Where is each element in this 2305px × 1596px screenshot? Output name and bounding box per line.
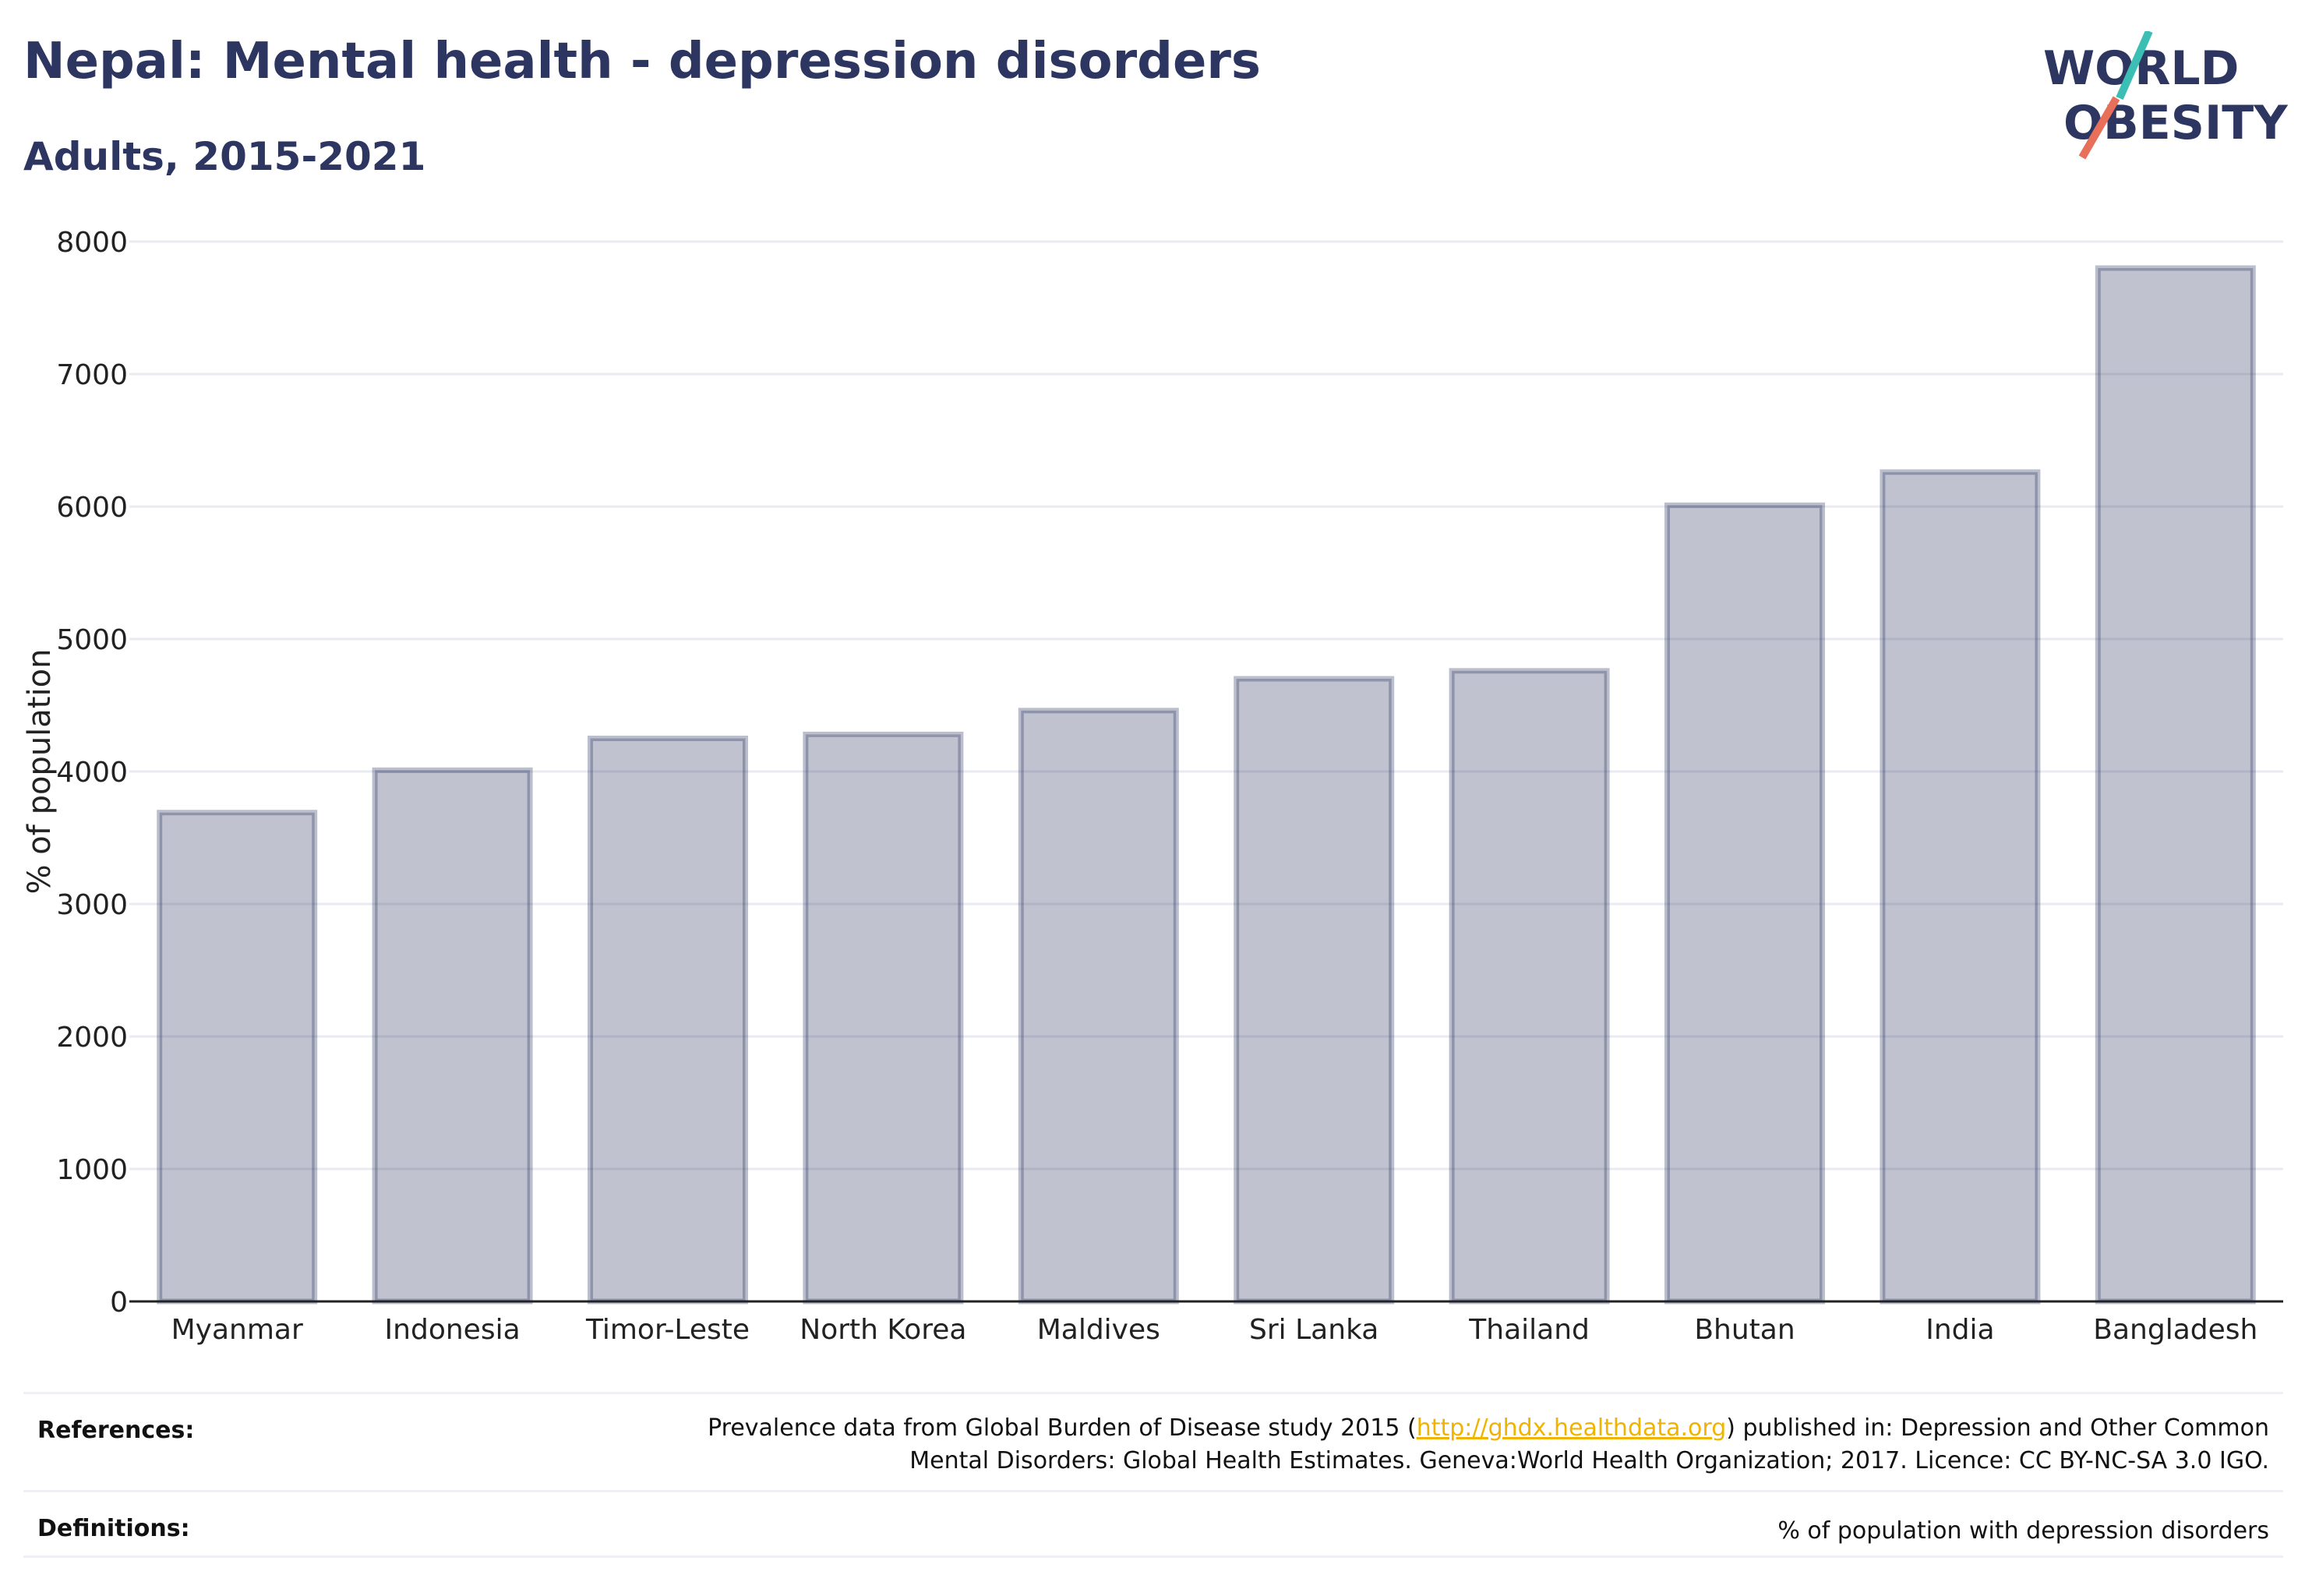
chart-subtitle: Adults, 2015-2021 (23, 134, 426, 179)
footer-divider-bottom (23, 1555, 2283, 1558)
y-tick-label: 0 (110, 1287, 128, 1319)
y-tick-label: 7000 (56, 359, 128, 391)
y-tick-label: 5000 (56, 624, 128, 656)
bar (1234, 676, 1395, 1305)
footer-divider-top (23, 1392, 2283, 1394)
x-tick-label: Bhutan (1694, 1314, 1795, 1346)
x-tick-label: North Korea (800, 1314, 966, 1346)
bar (803, 731, 964, 1305)
definitions-label: Definitions: (37, 1515, 190, 1542)
logo-slash-coral (2078, 96, 2120, 160)
bar (372, 767, 533, 1305)
references-line-2: Mental Disorders: Global Health Estimate… (909, 1447, 2269, 1474)
y-tick-label: 8000 (56, 227, 128, 259)
x-tick-label: Myanmar (171, 1314, 303, 1346)
bar (2095, 265, 2256, 1305)
footer-divider-mid (23, 1490, 2283, 1492)
definitions-row: Definitions: % of population with depres… (23, 1512, 2283, 1551)
world-obesity-logo: WORLD OBESITY (2043, 31, 2289, 160)
references-line-1: Prevalence data from Global Burden of Di… (708, 1412, 2269, 1445)
bar (587, 736, 749, 1305)
bar-chart: 0 1000 2000 3000 4000 5000 6000 7000 8000 Myanmar… (22, 227, 2283, 1346)
y-tick-label: 6000 (56, 492, 128, 524)
chart-title: Nepal: Mental health - depression disord… (23, 33, 1261, 90)
x-tick-label: Maldives (1037, 1314, 1160, 1346)
bar (157, 810, 318, 1305)
references-text: Prevalence data from Global Burden of Di… (708, 1412, 2269, 1478)
references-link[interactable]: http://ghdx.healthdata.org (1416, 1414, 1727, 1442)
y-tick-label: 4000 (56, 757, 128, 789)
references-row: References: Prevalence data from Global … (23, 1412, 2283, 1490)
definitions-text: % of population with depression disorder… (1777, 1517, 2269, 1545)
x-tick-label: Indonesia (385, 1314, 521, 1346)
references-line1-post: ) published in: Depression and Other Com… (1726, 1414, 2269, 1442)
x-tick-label: Sri Lanka (1249, 1314, 1378, 1346)
y-axis-label: % of population (22, 649, 58, 895)
bar (1018, 708, 1179, 1305)
bar (1449, 668, 1610, 1305)
references-line1-pre: Prevalence data from Global Burden of Di… (708, 1414, 1417, 1442)
x-tick-label: Thailand (1468, 1314, 1590, 1346)
y-tick-label: 3000 (56, 889, 128, 921)
x-tick-label: Bangladesh (2093, 1314, 2257, 1346)
x-tick-label: Timor-Leste (585, 1314, 750, 1346)
x-tick-label: India (1926, 1314, 1994, 1346)
bar (1880, 469, 2041, 1305)
y-tick-label: 1000 (56, 1154, 128, 1186)
references-label: References: (37, 1417, 195, 1444)
logo-slash-teal (2116, 31, 2153, 101)
y-tick-label: 2000 (56, 1022, 128, 1054)
bar (1664, 502, 1826, 1305)
